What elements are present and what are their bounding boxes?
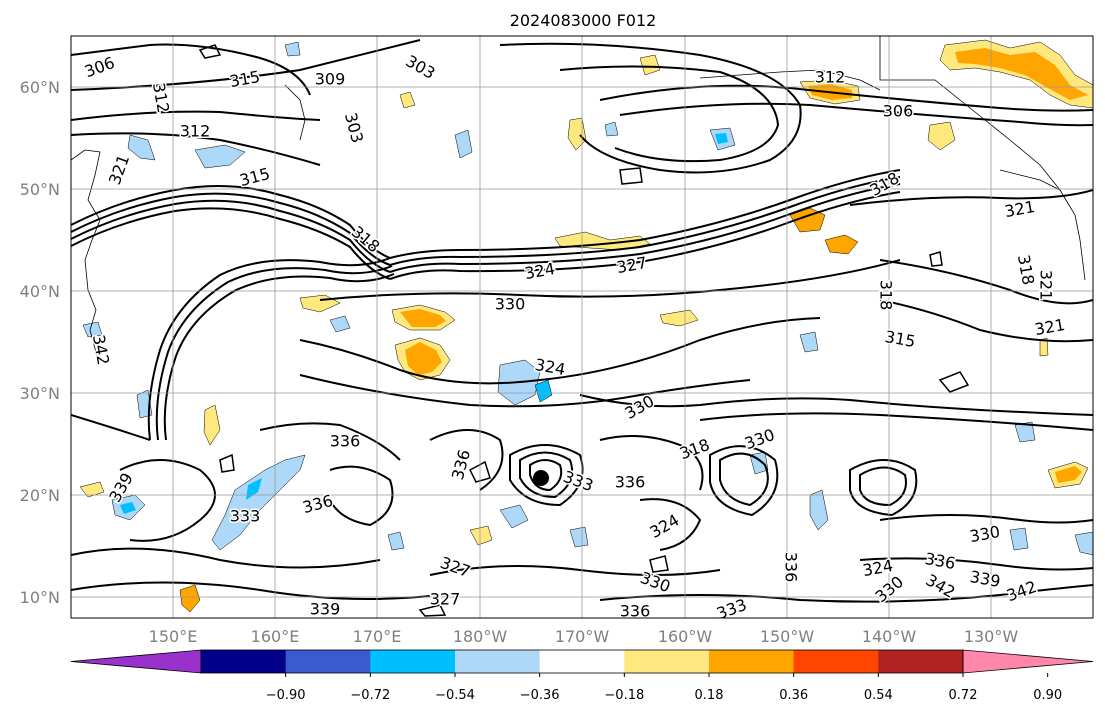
- figure-title: 2024083000 F012: [510, 11, 657, 30]
- lat-label: 60°N: [20, 78, 60, 97]
- lon-label: 150°W: [760, 627, 815, 646]
- contour-label: 333: [230, 507, 261, 526]
- coastlines: [71, 36, 1086, 361]
- lon-label: 130°W: [964, 627, 1019, 646]
- colorbar-tick-label: 0.36: [779, 688, 808, 703]
- colorbar-tick-label: −0.90: [266, 688, 306, 703]
- colorbar-tick-label: −0.36: [520, 688, 560, 703]
- contour-label: 321: [1037, 270, 1056, 301]
- contour-label: 330: [495, 295, 526, 314]
- lon-label: 140°W: [862, 627, 917, 646]
- map-frame: [70, 35, 1094, 619]
- lat-label: 30°N: [20, 384, 60, 403]
- lon-label: 170°E: [353, 627, 402, 646]
- colorbar-segment: [539, 650, 625, 673]
- contour-label: 312: [180, 122, 211, 141]
- colorbar-tick-label: 0.72: [949, 688, 978, 703]
- contour-lines: [71, 39, 1093, 603]
- contour-label: 336: [782, 552, 801, 583]
- colorbar-segment: [793, 650, 879, 673]
- colorbar-segment: [285, 650, 371, 673]
- colorbar-tick-label: −0.72: [350, 688, 390, 703]
- colorbar-segment: [878, 650, 964, 673]
- colorbar-segment: [709, 650, 795, 673]
- lon-label: 170°W: [555, 627, 610, 646]
- contour-label: 318: [877, 280, 896, 311]
- lon-label: 160°W: [658, 627, 713, 646]
- lat-label: 20°N: [20, 486, 60, 505]
- contour-label: 327: [430, 590, 461, 609]
- colorbar-tick-labels: −0.90 −0.72 −0.54 −0.36 −0.18 0.18 0.36 0.54 0.7…: [266, 673, 1062, 703]
- contour-lines-thin: [198, 44, 970, 617]
- lon-label: 180°W: [453, 627, 508, 646]
- gridlines: [71, 36, 1093, 618]
- colorbar-tick-label: −0.18: [604, 688, 644, 703]
- contour-label: 336: [620, 602, 651, 621]
- contour-label: 336: [615, 473, 646, 492]
- contour-label: 339: [310, 600, 341, 619]
- contour-label: 312: [815, 68, 846, 87]
- shaded-anomaly-patches: [79, 39, 1093, 613]
- contour-label: 309: [315, 70, 346, 89]
- lat-label: 50°N: [20, 180, 60, 199]
- colorbar-tick-label: 0.18: [695, 688, 724, 703]
- contour-label: 306: [883, 102, 914, 121]
- lat-label: 10°N: [20, 588, 60, 607]
- lon-label: 150°E: [149, 627, 198, 646]
- colorbar-tick-label: −0.54: [435, 688, 475, 703]
- colorbar-segment: [370, 650, 456, 673]
- contour-label: 330: [742, 425, 777, 453]
- longitude-labels: 150°E 160°E 170°E 180°W 170°W 160°W 150°…: [149, 627, 1019, 646]
- storm-center-marker: [533, 470, 549, 486]
- colorbar-segment: [624, 650, 710, 673]
- colorbar-extend-min: [70, 649, 202, 674]
- colorbar-extend-max: [962, 649, 1094, 674]
- contour-label: 321: [1003, 197, 1036, 221]
- colorbar-tick-label: 0.90: [1033, 688, 1062, 703]
- colorbar-frame: [200, 649, 964, 674]
- lon-label: 160°E: [251, 627, 300, 646]
- colorbar-segment: [455, 650, 541, 673]
- contour-label: 336: [330, 432, 361, 451]
- colorbar-segment: [201, 650, 287, 673]
- lat-label: 40°N: [20, 282, 60, 301]
- latitude-labels: 60°N 50°N 40°N 30°N 20°N 10°N: [20, 78, 60, 607]
- colorbar: [70, 649, 1094, 674]
- colorbar-tick-label: 0.54: [864, 688, 893, 703]
